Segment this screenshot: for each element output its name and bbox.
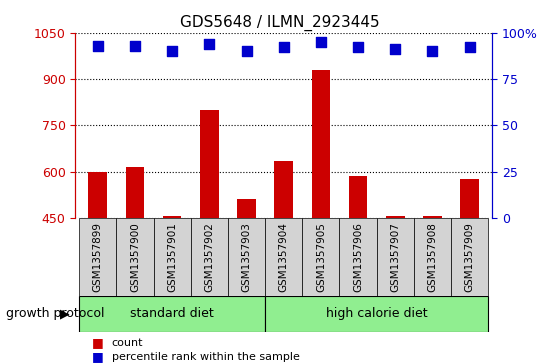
Point <box>354 45 363 50</box>
Text: GSM1357905: GSM1357905 <box>316 222 326 292</box>
Bar <box>386 216 405 356</box>
Bar <box>265 218 302 296</box>
Bar <box>154 218 191 296</box>
Text: ▶: ▶ <box>60 307 70 321</box>
Bar <box>274 161 293 356</box>
Bar <box>349 176 367 356</box>
Point <box>316 39 325 45</box>
Text: standard diet: standard diet <box>130 307 214 321</box>
Bar <box>460 179 479 356</box>
Text: GSM1357902: GSM1357902 <box>205 222 214 292</box>
Bar <box>228 218 265 296</box>
Text: count: count <box>112 338 143 348</box>
Bar <box>79 218 116 296</box>
Bar <box>414 218 451 296</box>
Point <box>205 41 214 47</box>
Point <box>93 43 102 49</box>
Bar <box>311 70 330 356</box>
Point <box>465 45 474 50</box>
Text: GSM1357907: GSM1357907 <box>390 222 400 292</box>
Bar <box>88 171 107 356</box>
Text: GSM1357906: GSM1357906 <box>353 222 363 292</box>
Bar <box>79 296 265 332</box>
Text: ■: ■ <box>92 350 104 363</box>
Point <box>242 48 251 54</box>
Bar <box>339 218 377 296</box>
Text: high calorie diet: high calorie diet <box>326 307 428 321</box>
Point <box>168 48 177 54</box>
Bar <box>126 167 144 356</box>
Bar <box>237 199 256 356</box>
Text: ■: ■ <box>92 337 104 350</box>
Text: GSM1357909: GSM1357909 <box>465 222 475 292</box>
Text: GSM1357901: GSM1357901 <box>167 222 177 292</box>
Text: GSM1357903: GSM1357903 <box>241 222 252 292</box>
Point <box>391 46 400 52</box>
Text: growth protocol: growth protocol <box>6 307 104 321</box>
Text: percentile rank within the sample: percentile rank within the sample <box>112 352 300 362</box>
Text: GSM1357899: GSM1357899 <box>93 222 103 292</box>
Text: GSM1357900: GSM1357900 <box>130 222 140 292</box>
Bar <box>423 216 442 356</box>
Text: GSM1357904: GSM1357904 <box>279 222 288 292</box>
Bar <box>302 218 339 296</box>
Bar <box>200 110 219 356</box>
Bar <box>163 216 182 356</box>
Text: GDS5648 / ILMN_2923445: GDS5648 / ILMN_2923445 <box>179 15 380 31</box>
Bar <box>451 218 488 296</box>
Bar <box>265 296 488 332</box>
Point <box>130 43 139 49</box>
Text: GSM1357908: GSM1357908 <box>428 222 438 292</box>
Point <box>279 45 288 50</box>
Bar <box>116 218 154 296</box>
Bar <box>191 218 228 296</box>
Point <box>428 48 437 54</box>
Bar <box>377 218 414 296</box>
